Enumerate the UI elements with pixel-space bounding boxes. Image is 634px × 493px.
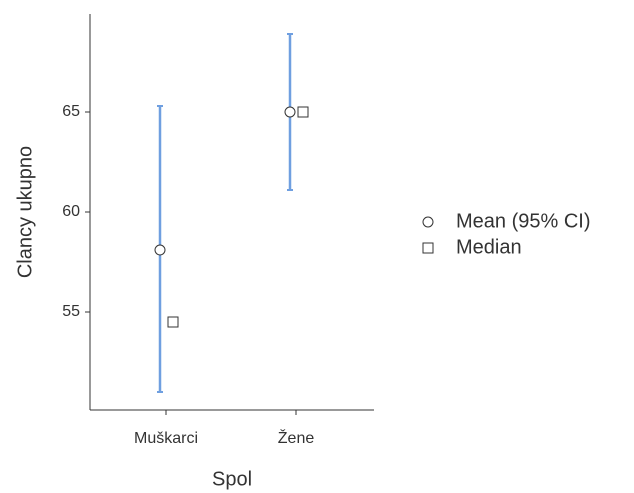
x-tick-label: Muškarci xyxy=(134,430,198,447)
x-tick-label: Žene xyxy=(278,428,315,447)
mean-point xyxy=(284,106,296,118)
legend-marker xyxy=(422,216,434,228)
x-axis-label: Spol xyxy=(212,468,252,490)
y-axis-label: Clancy ukupno xyxy=(14,146,36,278)
y-tick-label: 60 xyxy=(62,203,80,220)
median-point xyxy=(297,106,309,118)
y-tick-label: 55 xyxy=(62,303,80,320)
mean-point xyxy=(154,244,166,256)
y-tick-label: 65 xyxy=(62,103,80,120)
legend-marker xyxy=(422,242,434,254)
legend-label: Median xyxy=(456,236,522,258)
median-point xyxy=(167,316,179,328)
legend-label: Mean (95% CI) xyxy=(456,210,591,232)
